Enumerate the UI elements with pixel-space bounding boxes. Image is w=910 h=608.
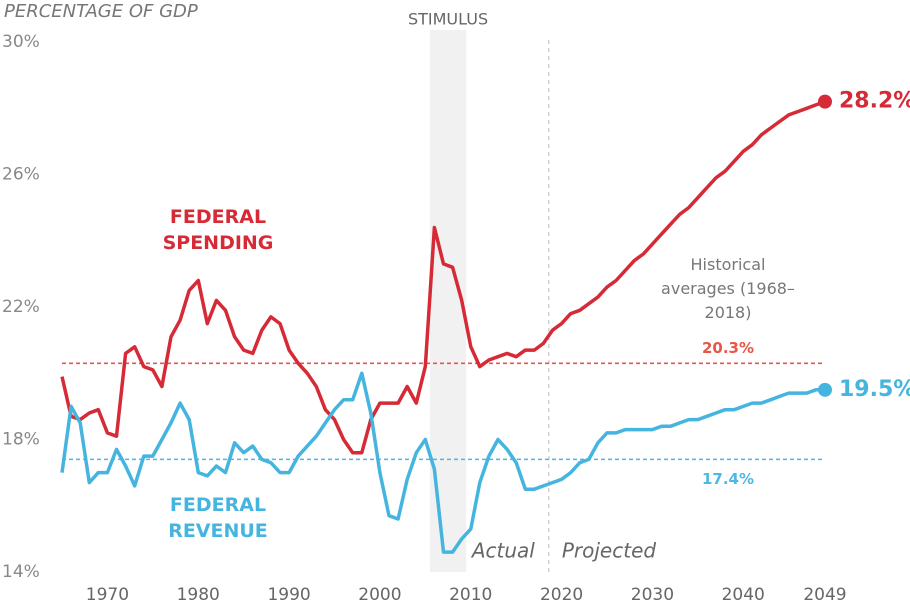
x-tick-label: 2040 bbox=[722, 585, 765, 605]
y-tick-label: 30% bbox=[2, 32, 40, 52]
x-tick-label: 2030 bbox=[631, 585, 674, 605]
stimulus-label: STIMULUS bbox=[408, 10, 488, 29]
series-line bbox=[60, 371, 825, 554]
y-tick-label: 26% bbox=[2, 165, 40, 185]
y-tick-label: 14% bbox=[2, 562, 40, 582]
average-label: 20.3% bbox=[702, 339, 754, 357]
y-tick-label: 22% bbox=[2, 297, 40, 317]
x-tick-label: 2020 bbox=[540, 585, 583, 605]
x-tick-label: 2049 bbox=[803, 585, 846, 605]
series-label-box: FEDERAL SPENDING bbox=[162, 206, 274, 254]
average-title: Historical averages (1968–2018) bbox=[661, 255, 795, 322]
x-tick-label: 1990 bbox=[267, 585, 310, 605]
average-title-box: Historical averages (1968–2018) bbox=[661, 255, 795, 322]
series-line bbox=[60, 99, 826, 455]
projected-label: Projected bbox=[562, 539, 657, 563]
y-tick-label: 18% bbox=[2, 430, 40, 450]
x-tick-label: 1980 bbox=[177, 585, 220, 605]
average-label: 17.4% bbox=[702, 470, 754, 488]
x-tick-label: 1970 bbox=[86, 585, 129, 605]
y-axis-title: PERCENTAGE OF GDP bbox=[4, 1, 198, 22]
end-point bbox=[818, 94, 832, 109]
x-tick-label: 2000 bbox=[358, 585, 401, 605]
end-label: 19.5% bbox=[839, 377, 910, 402]
series-label-box: FEDERAL REVENUE bbox=[168, 494, 268, 542]
series-label: FEDERAL REVENUE bbox=[168, 494, 268, 542]
end-label: 28.2% bbox=[839, 89, 910, 114]
x-tick-label: 2010 bbox=[449, 585, 492, 605]
actual-label: Actual bbox=[470, 539, 535, 563]
series-label: FEDERAL SPENDING bbox=[162, 206, 274, 254]
end-point bbox=[818, 382, 832, 397]
